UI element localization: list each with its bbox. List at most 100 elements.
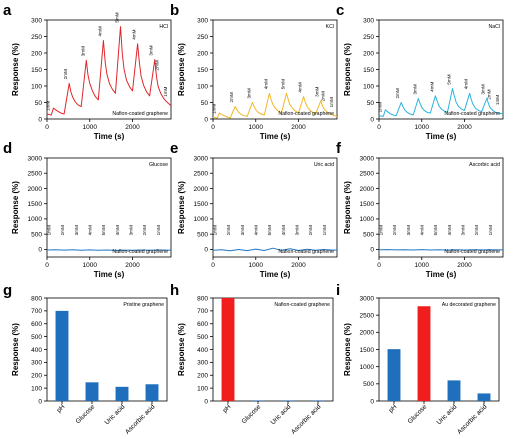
panel-letter-f: f: [336, 140, 342, 157]
concentration-label-f-4: 5mM: [433, 225, 438, 235]
x-tick-label-a-1: 1000: [83, 124, 98, 131]
concentration-label-a-2: 3mM: [80, 46, 85, 56]
y-tick-label-b-5: 250: [197, 34, 208, 41]
bar-i-1: [417, 306, 431, 401]
y-axis-title-b: Response (%): [177, 43, 186, 96]
panel-h: h 0 100 200 300 400 500 600 700 800 Response (%) pH…: [170, 282, 334, 436]
x-tick-label-c-1: 1000: [415, 124, 430, 131]
x-axis-title-e: Time (s): [260, 270, 291, 279]
x-axis-title-b: Time (s): [260, 132, 291, 141]
concentration-label-f-0: 1mM: [378, 225, 383, 235]
y-tick-label-c-5: 250: [363, 34, 374, 41]
y-tick-label-g-3: 300: [31, 360, 42, 367]
bar-h-3: [311, 400, 325, 401]
concentration-label-e-1: 2mM: [226, 225, 231, 235]
concentration-label-e-2: 3mM: [240, 225, 245, 235]
bar-i-0: [387, 349, 401, 401]
concentration-label-d-2: 3mM: [74, 225, 79, 235]
panel-letter-d: d: [3, 140, 12, 157]
y-tick-label-g-7: 700: [31, 308, 42, 315]
concentration-label-b-4: 5mM: [281, 79, 286, 89]
category-label-h-0: pH: [222, 403, 233, 414]
category-label-h-2: Uric acid: [270, 403, 293, 426]
concentration-label-c-2: 3mM: [412, 84, 417, 94]
panel-letter-h: h: [170, 282, 179, 299]
panel-title-a: HCl: [159, 24, 168, 30]
y-tick-label-b-6: 300: [197, 17, 208, 24]
concentration-label-b-6: 3mM: [315, 86, 320, 96]
y-tick-label-d-0: 0: [38, 247, 42, 254]
y-tick-label-d-1: 500: [31, 231, 42, 238]
bar-g-1: [85, 382, 99, 401]
y-tick-label-c-1: 50: [367, 100, 375, 107]
panel-footnote-b: Nafion-coated graphene: [278, 111, 334, 117]
panel-letter-b: b: [170, 2, 179, 19]
x-tick-label-f-1: 1000: [415, 262, 430, 269]
y-axis-title-c: Response (%): [343, 43, 352, 96]
concentration-label-e-0: 1mM: [212, 225, 217, 235]
x-tick-label-e-2: 2000: [291, 262, 306, 269]
concentration-label-f-3: 4mM: [419, 225, 424, 235]
concentration-label-d-3: 4mM: [87, 225, 92, 235]
y-tick-label-h-8: 800: [197, 295, 208, 302]
x-axis-title-f: Time (s): [426, 270, 457, 279]
panel-title-e: Uric acid: [314, 162, 334, 168]
panel-letter-g: g: [3, 282, 12, 299]
y-tick-label-i-4: 2000: [360, 330, 375, 337]
panel-title-i: Au decorated graphene: [442, 302, 496, 308]
category-label-i-2: Uric acid: [436, 403, 459, 426]
concentration-label-d-4: 5mM: [101, 225, 106, 235]
panel-footnote-e: Nafion-coated graphene: [278, 249, 334, 255]
panel-e: e 0 500 1000 1500 2000 2500 3000 Response (%) 0 10…: [170, 140, 338, 279]
category-label-g-2: Uric acid: [104, 403, 127, 426]
concentration-label-c-7: 2mM: [486, 89, 491, 99]
concentration-label-a-0: 1mM: [45, 101, 50, 111]
concentration-label-c-6: 3mM: [481, 84, 486, 94]
bar-h-2: [281, 400, 295, 401]
y-tick-label-b-2: 100: [197, 83, 208, 90]
y-tick-label-g-8: 800: [31, 295, 42, 302]
x-tick-label-d-2: 2000: [125, 262, 140, 269]
y-tick-label-g-2: 200: [31, 373, 42, 380]
concentration-label-a-3: 4mM: [97, 26, 102, 36]
category-label-i-0: pH: [388, 403, 399, 414]
y-tick-label-f-2: 1000: [360, 216, 375, 223]
y-tick-label-e-0: 0: [204, 247, 208, 254]
y-tick-label-h-4: 400: [197, 347, 208, 354]
concentration-label-e-3: 4mM: [253, 225, 258, 235]
plot-frame-b: [212, 19, 338, 120]
x-tick-label-a-2: 2000: [125, 124, 140, 131]
y-tick-label-b-3: 150: [197, 67, 208, 74]
y-tick-label-f-5: 2500: [360, 171, 375, 178]
concentration-label-b-8: 1mM: [329, 97, 334, 107]
y-tick-label-h-2: 200: [197, 373, 208, 380]
y-tick-label-h-0: 0: [204, 398, 208, 405]
y-tick-label-c-2: 100: [363, 83, 374, 90]
x-axis-title-c: Time (s): [426, 132, 457, 141]
panel-footnote-c: Nafion-coated graphene: [444, 111, 500, 117]
concentration-label-c-5: 4mM: [464, 79, 469, 89]
panel-footnote-a: Nafion-coated graphene: [112, 111, 168, 117]
y-tick-label-g-4: 400: [31, 347, 42, 354]
plot-frame-e: [212, 157, 338, 258]
panel-c: c 0 50 100 150 200 250 300 Response (%) 0 1000 2000…: [336, 2, 504, 141]
x-tick-label-b-0: 0: [211, 124, 215, 131]
x-tick-label-a-0: 0: [45, 124, 49, 131]
concentration-label-c-0: 1mM: [377, 102, 382, 112]
y-tick-label-a-2: 100: [31, 83, 42, 90]
panel-b: b 0 50 100 150 200 250 300 Response (%) 0 1000 2000…: [170, 2, 338, 141]
x-tick-label-b-2: 2000: [291, 124, 306, 131]
panel-i: i 0 500 1000 1500 2000 2500 3000 Response (%) pH G…: [336, 282, 500, 436]
y-tick-label-h-5: 500: [197, 334, 208, 341]
y-tick-label-a-3: 150: [31, 67, 42, 74]
concentration-label-a-4: 5mM: [115, 12, 120, 22]
category-label-g-0: pH: [56, 403, 67, 414]
bar-h-0: [221, 298, 235, 401]
panel-title-c: NaCl: [488, 24, 500, 30]
y-axis-title-f: Response (%): [343, 181, 352, 234]
x-axis-title-a: Time (s): [94, 132, 125, 141]
panel-a: a 0 50 100 150 200 250 300 Response (%) 0 1000 2000…: [3, 2, 172, 141]
panel-letter-e: e: [170, 140, 178, 157]
concentration-label-e-6: 3mM: [295, 225, 300, 235]
concentration-label-a-6: 3mM: [149, 45, 154, 55]
